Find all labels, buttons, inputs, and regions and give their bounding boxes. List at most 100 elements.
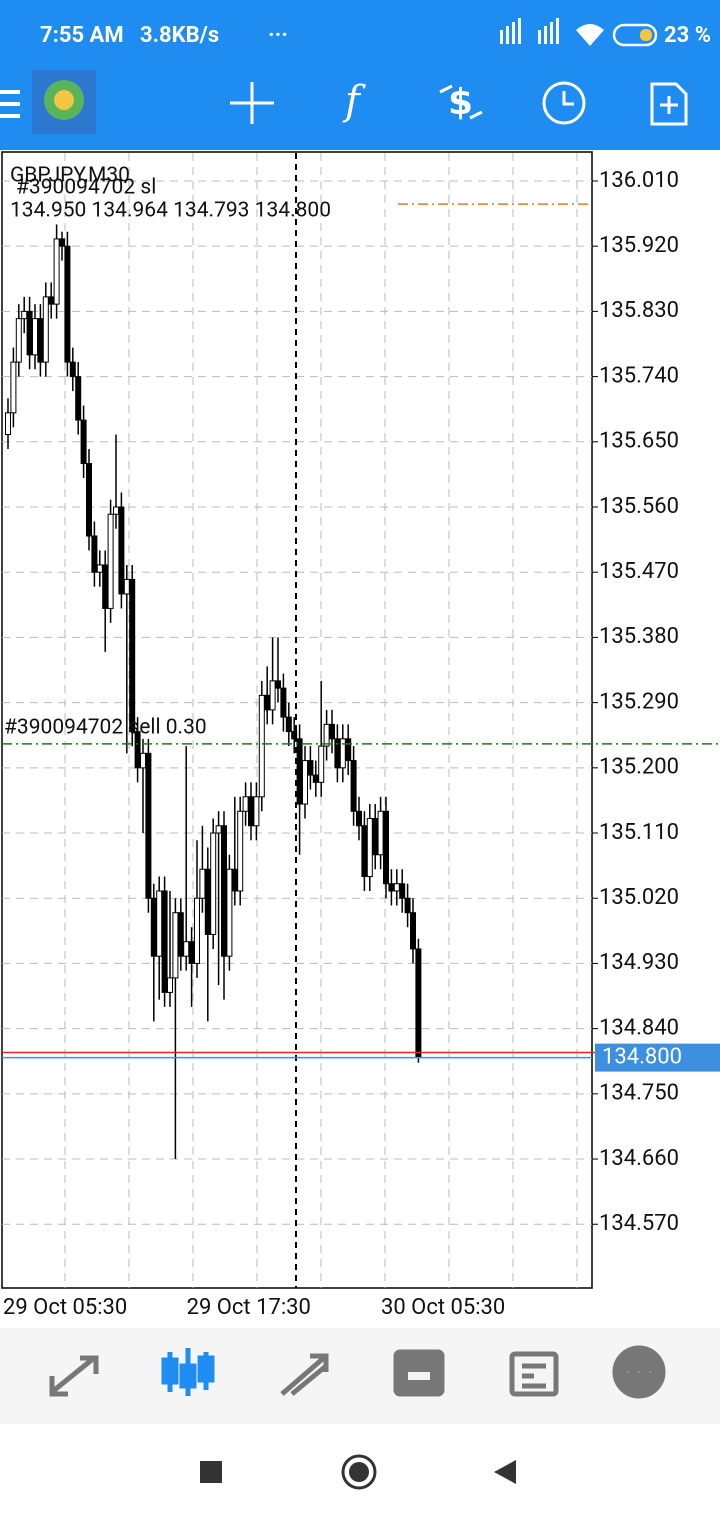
candle-body [361,825,368,877]
candle-body [296,738,303,805]
y-tick-label: 134.840 [599,1015,679,1040]
candle-body [156,890,163,957]
candle-body [107,513,114,609]
candle-body [140,752,146,769]
symbol-title: GBPJPY,M30 [10,164,130,188]
y-tick-label: 135.920 [599,233,679,258]
candle-body [59,238,65,247]
candle-body [356,810,362,827]
quotes-tab[interactable] [49,1355,99,1397]
candle-body [69,361,76,378]
y-tick-label: 135.560 [599,494,679,519]
candle-body [221,825,227,957]
x-tick-label: 29 Oct 05:30 [3,1295,127,1320]
candle-body [372,818,379,856]
candle-body [302,760,308,805]
candle-body [48,296,55,305]
candle-body [350,760,357,812]
candle-body [248,796,254,827]
candle-body [161,890,168,993]
chart-tab[interactable] [161,1348,215,1396]
y-tick-label: 134.660 [599,1146,679,1171]
candle-body [86,463,92,537]
crosshair-button[interactable] [230,82,274,124]
candle-body [253,796,260,827]
chat-tab[interactable] [612,1345,666,1399]
candle-body [307,760,314,776]
candle-body [345,738,352,762]
candle-body [26,310,33,356]
candle-body [275,680,281,689]
y-tick-label: 135.470 [599,559,679,584]
timeframe-button[interactable] [542,81,586,125]
candle-body [37,318,44,363]
candle-body [10,361,17,414]
candle-body [215,825,222,834]
candle-body [183,941,190,957]
candle-body [172,912,179,979]
candle-body [204,868,211,935]
candle-body [134,731,141,769]
trade-tab[interactable] [280,1353,329,1396]
candle-body [404,897,411,914]
bid-label: 134.800 [602,1044,682,1069]
candle-body [167,977,173,993]
y-tick-label: 135.380 [599,624,679,649]
status-dots: ··· [268,23,288,48]
candle-body [231,868,238,892]
candle-body [102,564,109,609]
candle-body [145,752,152,899]
candle-body [226,868,233,957]
news-tab[interactable] [509,1351,559,1397]
candle-body [91,535,98,573]
candle-body [32,318,38,356]
candle-body [188,941,195,964]
y-tick-label: 135.290 [599,689,679,714]
candle-body [123,578,130,595]
candle-body [366,818,373,877]
new-order-button[interactable] [650,82,688,126]
candle-body [285,716,292,733]
nav-back[interactable] [494,1460,516,1484]
candle-body [199,868,206,899]
candle-body [291,731,298,740]
nav-home[interactable] [341,1454,377,1490]
candle-body [42,296,49,363]
candle-body [96,564,103,573]
app-logo [32,70,96,134]
y-tick-label: 134.930 [599,950,679,975]
menu-button[interactable] [0,90,20,118]
x-tick-label: 29 Oct 17:30 [187,1295,311,1320]
x-tick-label: 30 Oct 05:30 [381,1295,505,1320]
candle-body [399,883,406,899]
candle-body [80,419,87,465]
candle-body [237,810,244,892]
trade-button[interactable]: $ [439,82,483,123]
y-tick-label: 134.570 [599,1211,679,1236]
candle-body [280,687,287,718]
y-tick-label: 136.010 [599,168,679,193]
candle-body [242,796,249,812]
candle-body [323,723,330,747]
candle-body [75,376,82,421]
status-speed: 3.8KB/s [140,23,219,48]
candle-body [64,245,71,363]
y-tick-label: 135.650 [599,429,679,454]
status-time: 7:55 AM [40,23,124,48]
status-icons [500,18,658,47]
candle-body [388,883,395,892]
candle-body [377,810,384,856]
candle-body [269,680,276,711]
history-tab[interactable] [393,1349,445,1397]
candle-body [53,238,60,305]
candle-body [15,318,22,363]
candle-body [210,832,217,935]
candle-body [415,948,422,1059]
y-tick-label: 135.830 [599,298,679,323]
nav-recent[interactable] [200,1461,222,1483]
order-label: #390094702 sell 0.30 [4,715,207,739]
candle-body [150,897,157,957]
candle-body [177,912,184,957]
y-tick-label: 135.200 [599,755,679,780]
